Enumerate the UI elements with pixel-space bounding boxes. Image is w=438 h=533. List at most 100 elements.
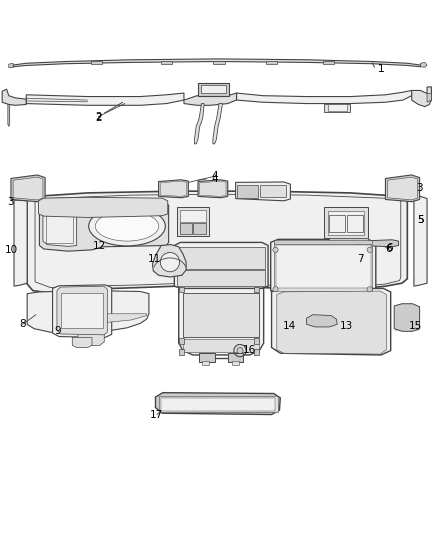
- Polygon shape: [184, 93, 237, 106]
- Bar: [46, 207, 73, 243]
- Polygon shape: [174, 243, 268, 289]
- Polygon shape: [271, 239, 376, 294]
- Ellipse shape: [95, 211, 159, 241]
- Text: 2: 2: [95, 112, 102, 123]
- Bar: [254, 338, 259, 344]
- Text: 11: 11: [148, 254, 161, 264]
- Text: 3: 3: [416, 183, 423, 192]
- Polygon shape: [277, 291, 386, 354]
- Text: 15: 15: [409, 321, 422, 330]
- Circle shape: [273, 287, 278, 292]
- Polygon shape: [198, 180, 228, 198]
- Text: 3: 3: [7, 197, 14, 207]
- Polygon shape: [72, 337, 92, 348]
- Ellipse shape: [88, 206, 166, 246]
- Bar: [159, 395, 278, 413]
- Polygon shape: [179, 288, 264, 355]
- Text: 9: 9: [54, 326, 61, 336]
- Text: 8: 8: [19, 319, 26, 329]
- Text: 13: 13: [340, 321, 353, 330]
- Polygon shape: [200, 181, 226, 197]
- Bar: [329, 215, 345, 232]
- Polygon shape: [237, 91, 412, 103]
- Bar: [201, 85, 226, 93]
- Polygon shape: [152, 245, 186, 277]
- Text: 12: 12: [93, 241, 106, 252]
- Bar: [177, 270, 265, 286]
- Polygon shape: [13, 59, 420, 67]
- Polygon shape: [213, 103, 223, 144]
- Bar: [179, 349, 184, 354]
- Circle shape: [273, 247, 278, 253]
- Bar: [347, 215, 363, 232]
- Polygon shape: [2, 89, 26, 106]
- Bar: [274, 243, 372, 290]
- Bar: [324, 207, 368, 238]
- Polygon shape: [194, 103, 204, 144]
- Text: 5: 5: [417, 215, 424, 225]
- Polygon shape: [394, 304, 420, 332]
- Polygon shape: [27, 290, 149, 333]
- Circle shape: [367, 247, 372, 253]
- Bar: [183, 293, 259, 336]
- Bar: [193, 223, 206, 233]
- Polygon shape: [57, 286, 107, 335]
- Text: 7: 7: [357, 254, 364, 264]
- Polygon shape: [412, 87, 431, 107]
- Bar: [237, 184, 258, 198]
- Bar: [177, 207, 209, 236]
- Text: 1: 1: [378, 63, 385, 74]
- Bar: [61, 293, 103, 328]
- Polygon shape: [39, 197, 168, 217]
- Polygon shape: [43, 204, 77, 246]
- Circle shape: [367, 287, 372, 292]
- Polygon shape: [8, 104, 10, 126]
- Polygon shape: [272, 288, 391, 355]
- Polygon shape: [53, 285, 112, 337]
- Text: 17: 17: [150, 409, 163, 419]
- Bar: [266, 61, 277, 64]
- Polygon shape: [385, 175, 420, 201]
- Polygon shape: [388, 177, 417, 200]
- Text: 1: 1: [378, 64, 385, 75]
- Bar: [179, 338, 184, 344]
- Bar: [161, 61, 172, 64]
- Polygon shape: [14, 200, 27, 286]
- Bar: [213, 61, 225, 64]
- Bar: [274, 240, 372, 244]
- Polygon shape: [359, 240, 399, 247]
- Bar: [254, 287, 259, 292]
- Bar: [202, 361, 209, 365]
- Text: 5: 5: [417, 215, 424, 225]
- Polygon shape: [155, 393, 280, 415]
- Polygon shape: [27, 191, 407, 293]
- Bar: [276, 246, 371, 288]
- Polygon shape: [39, 200, 169, 251]
- Circle shape: [160, 253, 180, 272]
- Polygon shape: [236, 182, 290, 201]
- Bar: [183, 339, 259, 352]
- Bar: [254, 349, 259, 354]
- Polygon shape: [13, 177, 43, 200]
- Bar: [260, 185, 286, 197]
- Bar: [180, 209, 206, 222]
- Bar: [180, 223, 192, 233]
- Polygon shape: [26, 93, 184, 106]
- Bar: [328, 238, 368, 241]
- Bar: [199, 353, 215, 362]
- Bar: [198, 83, 229, 96]
- Bar: [323, 61, 334, 64]
- Polygon shape: [78, 332, 104, 345]
- Polygon shape: [427, 93, 431, 102]
- Polygon shape: [324, 103, 350, 112]
- Polygon shape: [414, 197, 427, 286]
- Bar: [179, 287, 184, 292]
- Text: 10: 10: [4, 245, 18, 255]
- Bar: [328, 211, 364, 235]
- Bar: [91, 61, 102, 64]
- Text: 14: 14: [283, 321, 296, 330]
- Bar: [232, 361, 239, 365]
- Bar: [161, 398, 275, 411]
- Polygon shape: [159, 180, 188, 198]
- Polygon shape: [11, 175, 45, 201]
